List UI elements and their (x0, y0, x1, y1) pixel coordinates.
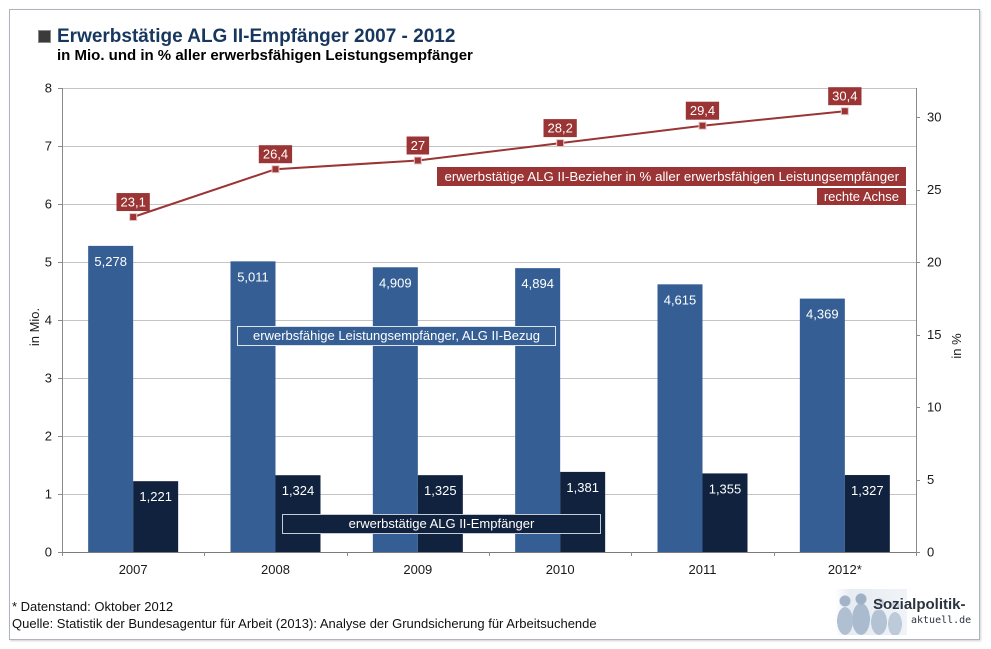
line-value-label-2009: 27 (411, 138, 425, 153)
y2-axis-tick-label-30: 30 (927, 110, 941, 125)
bar-value-label-series1-2007: 5,278 (94, 254, 127, 269)
x-axis-tick-label-2008: 2008 (261, 562, 290, 577)
line-value-label-box-2009 (406, 136, 430, 155)
bar-series2-2008 (275, 475, 321, 552)
bar-series1-2009 (372, 267, 418, 552)
y2-axis-tick-label-5: 5 (927, 472, 934, 487)
x-axis-tick-label-2007: 2007 (119, 562, 148, 577)
line-marker-2009 (413, 156, 422, 165)
line-value-label-box-2012 (828, 87, 862, 106)
line-value-label-box-2011 (685, 101, 720, 120)
gridlines (62, 88, 916, 553)
y-axis-tick-label-3: 3 (45, 371, 52, 386)
line-series-group: 23,1 26,4 27 28,2 29,4 30,4 (116, 87, 862, 222)
line-value-label-2012: 30,4 (832, 89, 857, 104)
bar-series1-2011 (657, 284, 703, 552)
line-marker-2011 (698, 121, 707, 130)
footnote-data-status: * Datenstand: Oktober 2012 (12, 599, 174, 614)
bar-value-label-series2-2010: 1,381 (566, 480, 599, 495)
y2-axis-tick-label-15: 15 (927, 327, 941, 342)
y2-axis-title: in % (949, 333, 964, 359)
bar-value-label-series1-2010: 4,894 (521, 276, 554, 291)
x-axis-tick-label-2011: 2011 (689, 562, 717, 577)
legend-label-leistungsempfaenger: erwerbsfähige Leistungsempfänger, ALG II… (237, 326, 556, 346)
bar-value-label-series2-2012: 1,327 (851, 483, 884, 498)
line-value-label-2011: 29,4 (690, 103, 715, 118)
bar-value-label-series1-2011: 4,615 (664, 292, 697, 307)
bar-value-label-series2-2011: 1,355 (709, 481, 742, 496)
logo-text-sub: aktuell.de (911, 615, 972, 626)
line-marker-2007 (129, 213, 138, 222)
line-marker-2012 (840, 107, 849, 116)
axes: 0 1 2 3 4 5 6 7 8 0 5 10 15 20 25 30 2007 2008 2009 2010 201… (45, 81, 942, 578)
y2-axis-tick-label-20: 20 (927, 255, 941, 270)
y-axis-tick-label-1: 1 (45, 487, 52, 502)
line-value-label-box-2010 (543, 119, 577, 138)
line-value-label-2007: 23,1 (121, 195, 146, 210)
line-value-label-box-2007 (116, 193, 150, 212)
bar-value-label-series2-2008: 1,324 (282, 483, 315, 498)
bar-series2-2010 (560, 471, 606, 552)
logo-people-photo (835, 589, 907, 635)
y2-axis-tick-label-10: 10 (927, 400, 941, 415)
y-axis-tick-label-8: 8 (45, 81, 52, 96)
y-axis-tick-label-2: 2 (45, 429, 52, 444)
chart-subtitle: in Mio. und in % aller erwerbsfähigen Le… (57, 47, 473, 64)
bar-value-label-series1-2012: 4,369 (806, 307, 839, 322)
bar-series1-2012 (799, 298, 845, 552)
y-axis-tick-label-7: 7 (45, 139, 52, 154)
y-axis-title: in Mio. (27, 308, 42, 346)
chart-frame (9, 9, 980, 640)
square-bullet-icon (38, 30, 51, 43)
bar-series2-2009 (417, 475, 463, 552)
x-axis-tick-label-2010: 2010 (546, 562, 575, 577)
logo-text-main: Sozialpolitik- (873, 596, 966, 613)
line-marker-2010 (556, 139, 565, 148)
y2-axis-tick-label-25: 25 (927, 182, 941, 197)
y-axis-tick-label-6: 6 (45, 197, 52, 212)
sozialpolitik-aktuell-logo: Sozialpolitik- aktuell.de (835, 587, 975, 635)
y2-axis-tick-label-0: 0 (927, 545, 934, 560)
bar-series2-2011 (702, 473, 748, 552)
bar-value-label-series1-2008: 5,011 (237, 269, 269, 284)
y-axis-tick-label-4: 4 (45, 313, 52, 328)
chart-title: Erwerbstätige ALG II-Empfänger 2007 - 20… (57, 26, 456, 47)
bar-series1-2008 (230, 261, 276, 552)
bar-series1-2007 (88, 245, 134, 552)
bar-value-label-series2-2009: 1,325 (424, 483, 457, 498)
bar-series2-2007 (133, 481, 179, 552)
line-value-label-2008: 26,4 (263, 147, 288, 162)
bar-value-labels: 5,278 5,011 4,909 4,894 4,615 4,369 1,221 1,324… (94, 254, 883, 504)
line-series-path (132, 110, 845, 218)
y-axis-tick-label-5: 5 (45, 255, 52, 270)
bar-series2-2012 (844, 475, 890, 552)
legend-label-quote: erwerbstätige ALG II-Bezieher in % aller… (437, 167, 906, 186)
x-axis-tick-label-2012: 2012* (828, 562, 862, 577)
x-axis-tick-label-2009: 2009 (403, 562, 432, 577)
bar-value-label-series1-2009: 4,909 (379, 275, 412, 290)
line-value-label-2010: 28,2 (548, 121, 573, 136)
bar-series1-2010 (515, 268, 561, 552)
legend-label-right-axis: rechte Achse (816, 188, 906, 205)
footnote-source: Quelle: Statistik der Bundesagentur für … (12, 616, 597, 631)
legend-label-erwerbstaetige: erwerbstätige ALG II-Empfänger (282, 514, 601, 534)
bar-value-label-series2-2007: 1,221 (139, 489, 172, 504)
bars (88, 245, 890, 552)
line-value-label-box-2008 (258, 145, 293, 164)
line-marker-2008 (271, 165, 280, 174)
y-axis-tick-label-0: 0 (45, 545, 52, 560)
